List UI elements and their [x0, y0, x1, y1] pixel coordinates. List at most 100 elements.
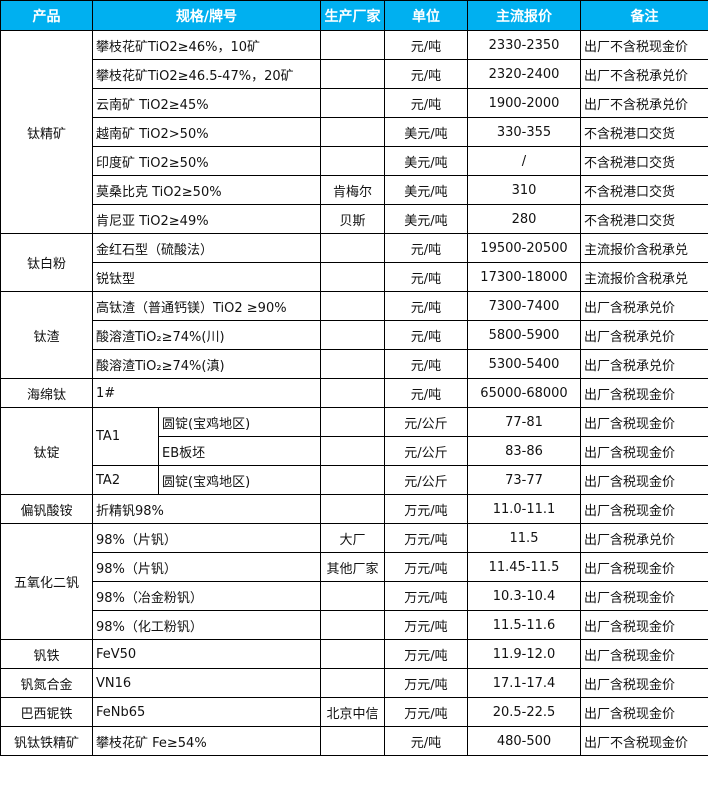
table-row: 锐钛型 元/吨 17300-18000 主流报价含税承兑	[1, 262, 708, 292]
product-cell: 钛精矿	[0, 30, 93, 234]
maker-cell	[320, 465, 385, 495]
unit-cell: 万元/吨	[384, 494, 468, 524]
maker-cell	[320, 436, 385, 466]
product-cell: 偏钒酸铵	[0, 494, 93, 524]
product-cell: 钒钛铁精矿	[0, 726, 93, 756]
price-cell: 17300-18000	[467, 262, 581, 292]
price-cell: 11.5	[467, 523, 581, 553]
spec-cell: FeV50	[92, 639, 321, 669]
maker-cell	[320, 494, 385, 524]
table-row: 五氧化二钒 98%（片钒） 大厂 万元/吨 11.5 出厂含税承兑价	[0, 523, 708, 640]
price-cell: 5800-5900	[467, 320, 581, 350]
price-cell: 2330-2350	[467, 30, 581, 60]
maker-cell	[320, 117, 385, 147]
header-product: 产品	[0, 0, 93, 31]
note-cell: 出厂不含税承兑价	[580, 59, 708, 89]
note-cell: 出厂含税现金价	[580, 494, 708, 524]
unit-cell: 元/公斤	[384, 407, 468, 437]
price-cell: 2320-2400	[467, 59, 581, 89]
maker-cell	[320, 726, 385, 756]
table-row: 攀枝花矿TiO2≥46.5-47%，20矿 元/吨 2320-2400 出厂不含税承兑…	[1, 59, 708, 89]
product-cell: 巴西铌铁	[0, 697, 93, 727]
unit-cell: 元/吨	[384, 726, 468, 756]
unit-cell: 元/吨	[384, 378, 468, 408]
header-spec: 规格/牌号	[92, 0, 321, 31]
note-cell: 出厂含税现金价	[580, 581, 708, 611]
price-cell: 330-355	[467, 117, 581, 147]
price-cell: 19500-20500	[467, 233, 581, 263]
product-cell: 钒氮合金	[0, 668, 93, 698]
price-cell: 20.5-22.5	[467, 697, 581, 727]
maker-cell	[320, 407, 385, 437]
note-cell: 出厂不含税现金价	[580, 726, 708, 756]
product-cell: 钛锭	[0, 407, 93, 495]
note-cell: 出厂含税现金价	[580, 610, 708, 640]
table-row: 钛精矿 攀枝花矿TiO2≥46%，10矿 元/吨 2330-2350 出厂不含税现金价	[0, 30, 708, 234]
maker-cell	[320, 291, 385, 321]
spec-cell: 攀枝花矿TiO2≥46.5-47%，20矿	[92, 59, 321, 89]
price-cell: 10.3-10.4	[467, 581, 581, 611]
product-cell: 五氧化二钒	[0, 523, 93, 640]
note-cell: 出厂不含税现金价	[580, 30, 708, 60]
maker-cell: 其他厂家	[320, 552, 385, 582]
spec-cell: 1#	[92, 378, 321, 408]
spec-cell: 金红石型（硫酸法）	[92, 233, 321, 263]
unit-cell: 元/吨	[384, 320, 468, 350]
maker-cell	[320, 30, 385, 60]
note-cell: 出厂含税承兑价	[580, 523, 708, 553]
maker-cell: 北京中信	[320, 697, 385, 727]
price-cell: 280	[467, 204, 581, 234]
price-cell: 17.1-17.4	[467, 668, 581, 698]
unit-cell: 元/吨	[384, 262, 468, 292]
price-cell: 11.9-12.0	[467, 639, 581, 669]
unit-cell: 美元/吨	[384, 175, 468, 205]
spec-cell: 攀枝花矿TiO2≥46%，10矿	[92, 30, 321, 60]
price-cell: 11.5-11.6	[467, 610, 581, 640]
note-cell: 出厂含税现金价	[580, 378, 708, 408]
note-cell: 出厂不含税承兑价	[580, 88, 708, 118]
unit-cell: 万元/吨	[384, 581, 468, 611]
maker-cell	[320, 262, 385, 292]
note-cell: 不含税港口交货	[580, 204, 708, 234]
maker-cell	[320, 146, 385, 176]
spec-cell: 高钛渣（普通钙镁）TiO2 ≥90%	[92, 291, 321, 321]
table-row: 钛锭 TA1 圆锭(宝鸡地区) 元/公斤 77-81 出厂含税现金价	[0, 407, 708, 495]
spec-cell: 酸溶渣TiO₂≥74%(滇)	[92, 349, 321, 379]
spec-cell: 98%（冶金粉钒）	[92, 581, 321, 611]
unit-cell: 万元/吨	[384, 523, 468, 553]
note-cell: 不含税港口交货	[580, 146, 708, 176]
table-row: 巴西铌铁 FeNb65 北京中信 万元/吨 20.5-22.5 出厂含税现金价	[0, 697, 708, 727]
table-row: 钒氮合金 VN16 万元/吨 17.1-17.4 出厂含税现金价	[0, 668, 708, 698]
table-row: 钒钛铁精矿 攀枝花矿 Fe≥54% 元/吨 480-500 出厂不含税现金价	[0, 726, 708, 756]
spec-cell: 锐钛型	[92, 262, 321, 292]
note-cell: 出厂含税现金价	[580, 436, 708, 466]
note-cell: 主流报价含税承兑	[580, 233, 708, 263]
price-cell: 77-81	[467, 407, 581, 437]
price-table: 产品 规格/牌号 生产厂家 单位 主流报价 备注 钛精矿 攀枝花矿TiO2≥46%…	[0, 0, 708, 756]
unit-cell: 美元/吨	[384, 117, 468, 147]
table-row: 钒铁 FeV50 万元/吨 11.9-12.0 出厂含税现金价	[0, 639, 708, 669]
spec-cell: 98%（片钒）	[92, 523, 321, 553]
table-row: 越南矿 TiO2>50% 美元/吨 330-355 不含税港口交货	[1, 117, 708, 147]
header-row: 产品 规格/牌号 生产厂家 单位 主流报价 备注	[0, 0, 708, 31]
maker-cell	[320, 88, 385, 118]
spec-cell: 98%（片钒）	[92, 552, 321, 582]
table-row: 钛白粉 金红石型（硫酸法） 元/吨 19500-20500 主流报价含税承兑	[0, 233, 708, 292]
unit-cell: 元/吨	[384, 291, 468, 321]
price-cell: 11.45-11.5	[467, 552, 581, 582]
note-cell: 不含税港口交货	[580, 175, 708, 205]
unit-cell: 美元/吨	[384, 204, 468, 234]
unit-cell: 万元/吨	[384, 697, 468, 727]
price-cell: 83-86	[467, 436, 581, 466]
spec-cell: VN16	[92, 668, 321, 698]
spec-cell: 印度矿 TiO2≥50%	[92, 146, 321, 176]
unit-cell: 美元/吨	[384, 146, 468, 176]
unit-cell: 元/吨	[384, 30, 468, 60]
price-cell: 310	[467, 175, 581, 205]
product-cell: 钛渣	[0, 291, 93, 379]
table-row: 莫桑比克 TiO2≥50% 肯梅尔 美元/吨 310 不含税港口交货	[1, 175, 708, 205]
spec-cell: 云南矿 TiO2≥45%	[92, 88, 321, 118]
spec-cell: FeNb65	[92, 697, 321, 727]
unit-cell: 元/吨	[384, 233, 468, 263]
maker-cell: 贝斯	[320, 204, 385, 234]
